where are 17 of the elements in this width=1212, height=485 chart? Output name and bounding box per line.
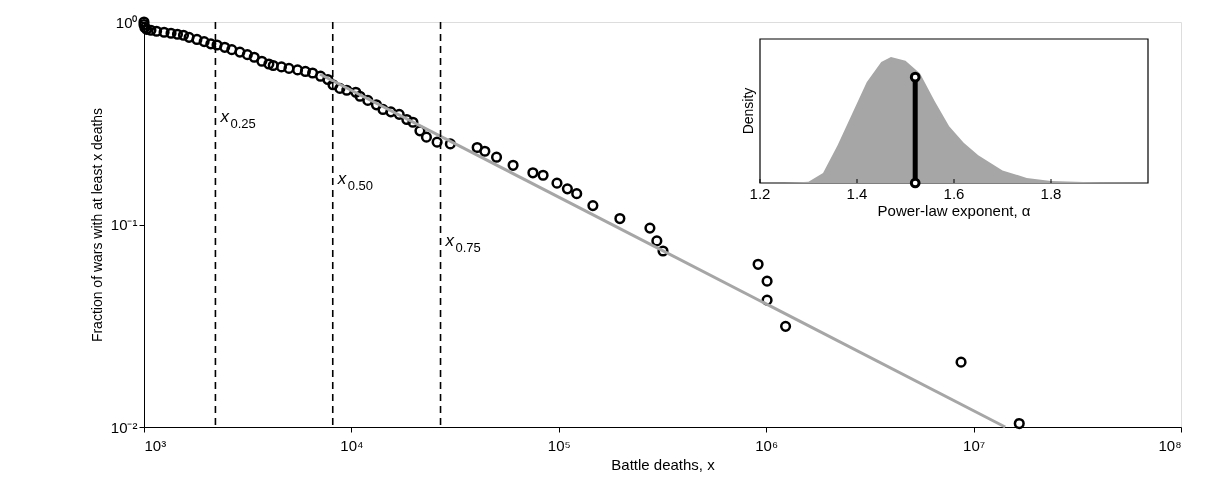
y-tick-label: 10⁻¹ [110,216,138,233]
x-tick-label: 1.8 [1040,185,1062,202]
y-axis-title: Density [740,87,756,135]
x-tick-label: 1.2 [749,185,771,202]
x-tick-label: 10³ [144,436,167,454]
x-tick-label: 1.4 [846,185,868,202]
y-tick-label: 10⁰ [115,13,138,31]
x-tick-label: 10⁶ [755,436,779,454]
y-tick-label: 10⁻² [110,418,138,436]
x-tick-label: 10⁸ [1158,436,1182,454]
x-tick-label: 10⁴ [340,436,364,454]
x-tick-label: 10⁷ [963,436,986,454]
x-tick-label: 10⁵ [547,436,571,454]
x-tick-label: 1.6 [943,185,965,202]
x-axis-title: Power-law exponent, α [877,202,1031,219]
y-axis-title: Fraction of wars with at least x deaths [88,107,105,343]
x-axis-title: Battle deaths, x [611,455,716,473]
